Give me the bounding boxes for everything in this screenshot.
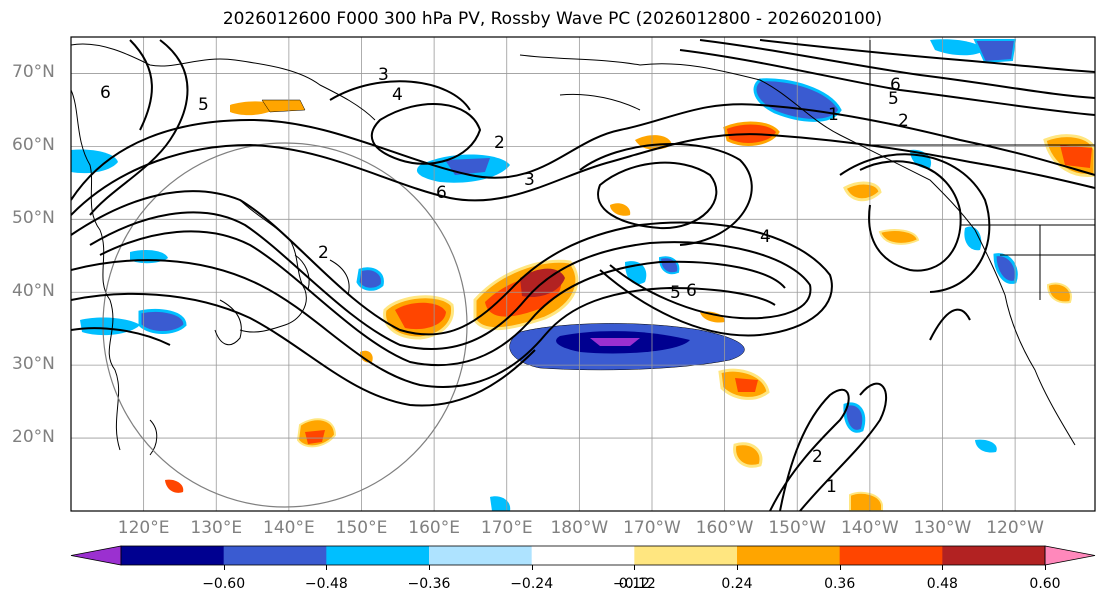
latitude-label: 30°N (12, 354, 55, 375)
colorbar-tickmark (942, 565, 944, 570)
colorbar-tick-label: 0.36 (824, 576, 856, 592)
map-frame (70, 36, 1096, 512)
colorbar-tick-label: −0.12 (612, 576, 656, 592)
colorbar-tickmark (1045, 565, 1046, 570)
contour-label: 1 (826, 477, 837, 497)
colorbar-tick-label: 0.48 (926, 576, 958, 592)
colorbar-tick-label: −0.24 (510, 576, 554, 592)
contour-label: 2 (318, 243, 329, 263)
negative-anomaly-patches (71, 39, 1018, 511)
positive-anomaly-patches (165, 99, 1095, 511)
longitude-label: 160°E (408, 518, 460, 538)
longitude-label: 140°W (840, 518, 899, 538)
contour-label: 4 (392, 85, 403, 105)
colorbar-tick-label: 0.12 (618, 576, 650, 592)
latitude-label: 40°N (12, 281, 55, 302)
colorbar-extend-high (1044, 545, 1096, 566)
colorbar-tick-label: −0.36 (407, 576, 451, 592)
map-title: 2026012600 F000 300 hPa PV, Rossby Wave … (222, 9, 883, 29)
colorbar-tickmark (429, 565, 430, 570)
latitude-label: 60°N (12, 135, 55, 156)
colorbar-segment (429, 546, 533, 565)
colorbar-tickmark (326, 565, 328, 570)
colorbar-tick-label: −0.60 (202, 576, 246, 592)
colorbar-frame (120, 545, 1046, 566)
colorbar-segment (121, 546, 225, 565)
latitude-label: 20°N (12, 427, 55, 448)
contour-label: 6 (436, 183, 447, 203)
longitude-label: 130°W (913, 518, 972, 538)
colorbar-tickmark (531, 565, 533, 570)
pv-contours (71, 39, 1095, 511)
latitude-label: 70°N (12, 62, 55, 83)
longitude-label: 120°E (117, 518, 170, 538)
contour-label: 3 (378, 65, 389, 85)
colorbar-segment (634, 546, 738, 565)
contour-label: 3 (524, 170, 535, 190)
contour-label: 2 (494, 133, 505, 153)
colorbar-tick-label: 0.24 (721, 576, 753, 592)
longitude-label: 130°E (190, 518, 243, 538)
colorbar-tick-label: 0.60 (1029, 576, 1061, 592)
contour-label: 6 (890, 75, 901, 95)
colorbar-segment (839, 546, 943, 565)
longitude-label: 150°E (335, 518, 388, 538)
longitude-label: 120°W (986, 518, 1044, 538)
contour-label: 4 (760, 227, 771, 247)
contour-label: 2 (812, 447, 823, 467)
contour-label: 6 (100, 83, 111, 103)
latitude-label: 50°N (12, 208, 55, 229)
colorbar-segment (942, 546, 1046, 565)
contour-label: 1 (828, 105, 839, 125)
colorbar-extend-low (70, 545, 122, 566)
longitude-label: 170°W (623, 518, 681, 538)
colorbar-tickmark (634, 565, 636, 570)
colorbar-segment (326, 546, 430, 565)
contour-label: 2 (898, 111, 909, 131)
colorbar-tickmark (839, 565, 841, 570)
contour-label: 6 (686, 281, 697, 301)
contour-label: 5 (888, 89, 899, 109)
colorbar-tickmark (223, 565, 225, 570)
longitude-label: 170°E (480, 518, 533, 538)
contour-label: 5 (670, 283, 681, 303)
colorbar (70, 545, 1096, 566)
colorbar-segment (223, 546, 327, 565)
colorbar-tick-label: −0.48 (304, 576, 348, 592)
graticule (71, 37, 1095, 511)
colorbar-segment (531, 546, 635, 565)
coastlines (71, 40, 1095, 456)
contour-label: 5 (198, 95, 209, 115)
colorbar-tickmark (737, 565, 738, 570)
longitude-label: 140°E (263, 518, 315, 538)
longitude-label: 180°W (550, 518, 609, 538)
longitude-label: 160°W (695, 518, 754, 538)
colorbar-segment (737, 546, 841, 565)
longitude-label: 150°W (768, 518, 827, 538)
